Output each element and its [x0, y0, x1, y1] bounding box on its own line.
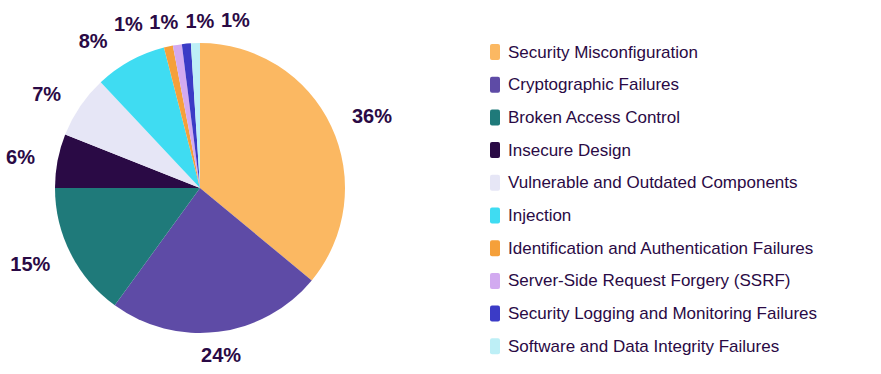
legend-swatch [490, 273, 500, 289]
data-label: 15% [10, 253, 50, 275]
legend-label: Broken Access Control [508, 108, 680, 127]
data-label: 6% [6, 146, 35, 168]
pie-slice [55, 188, 200, 305]
pie [55, 43, 345, 333]
legend-label: Software and Data Integrity Failures [508, 337, 779, 356]
legend-swatch [490, 306, 500, 322]
data-label: 36% [352, 105, 392, 127]
legend-swatch [490, 175, 500, 191]
chart: 36% 24% 15% 6% 7% 8% 1% 1% 1% 1% Security Misconfi… [0, 0, 881, 374]
legend-label: Server-Side Request Forgery (SSRF) [508, 271, 790, 290]
data-label: 1% [221, 9, 250, 31]
data-label: 1% [114, 13, 143, 35]
legend-label: Security Logging and Monitoring Failures [508, 304, 817, 323]
legend-swatch [490, 109, 500, 125]
legend-label: Identification and Authentication Failur… [508, 239, 813, 258]
data-label: 1% [149, 11, 178, 33]
legend-label: Vulnerable and Outdated Components [508, 173, 798, 192]
legend-swatch [490, 44, 500, 60]
data-label: 8% [79, 30, 108, 52]
data-label: 1% [185, 10, 214, 32]
legend-label: Injection [508, 206, 571, 225]
legend-label: Security Misconfiguration [508, 43, 698, 62]
pie-slice [182, 43, 200, 188]
pie-slice [191, 43, 200, 188]
legend-swatch [490, 338, 500, 354]
legend-swatch [490, 142, 500, 158]
legend-label: Cryptographic Failures [508, 75, 679, 94]
legend-swatch [490, 77, 500, 93]
legend: Security Misconfiguration Cryptographic F… [490, 43, 817, 356]
data-labels: 36% 24% 15% 6% 7% 8% 1% 1% 1% 1% [6, 9, 392, 366]
legend-swatch [490, 208, 500, 224]
legend-label: Insecure Design [508, 141, 631, 160]
data-label: 7% [32, 83, 61, 105]
legend-swatch [490, 240, 500, 256]
data-label: 24% [201, 344, 241, 366]
